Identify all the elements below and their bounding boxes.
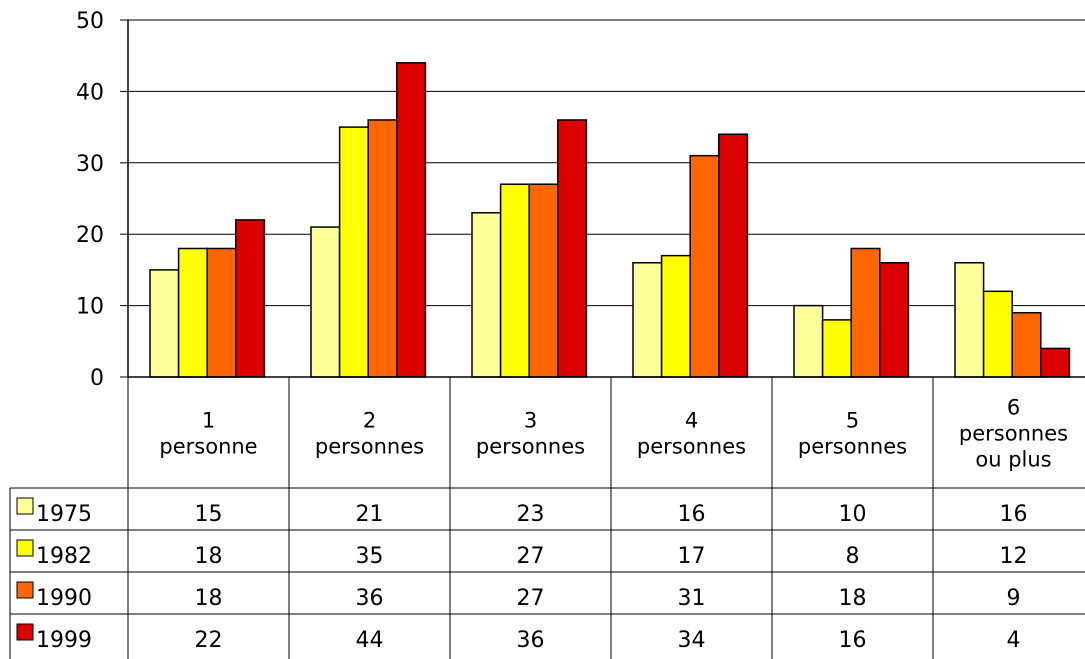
y-tick-label: 0 xyxy=(90,366,104,391)
table-cell-value: 16 xyxy=(839,628,867,653)
table-cell-value: 18 xyxy=(195,586,223,611)
bar-1990-1 xyxy=(206,247,237,378)
bar-1999-3 xyxy=(557,119,588,378)
bar-1975-5 xyxy=(793,304,824,378)
table-cell-value: 31 xyxy=(678,586,706,611)
table-cell-value: 44 xyxy=(356,628,384,653)
table-cell-value: 36 xyxy=(356,586,384,611)
bar-1990-4 xyxy=(689,154,720,378)
table-cell-value: 16 xyxy=(1000,502,1028,527)
legend-key-1990 xyxy=(16,581,34,599)
bar-1990-3 xyxy=(528,183,559,378)
series-label: 1982 xyxy=(36,544,92,569)
y-tick-label: 30 xyxy=(76,152,104,177)
category-label: personnes xyxy=(315,435,424,459)
legend-key-1982 xyxy=(16,539,34,557)
series-label: 1975 xyxy=(36,502,92,527)
bar-1982-1 xyxy=(177,247,208,378)
bar-1999-2 xyxy=(396,62,427,378)
bar-1982-2 xyxy=(338,126,369,378)
bar-1975-4 xyxy=(632,262,663,378)
table-cell-value: 21 xyxy=(356,502,384,527)
category-label: personnes xyxy=(637,435,746,459)
table-cell-value: 27 xyxy=(517,586,545,611)
category-label: 5 xyxy=(846,409,859,433)
table-cell-value: 8 xyxy=(846,544,860,569)
table-cell-value: 12 xyxy=(1000,544,1028,569)
bar-1975-3 xyxy=(471,212,502,378)
bar-1999-1 xyxy=(235,219,266,378)
y-tick-label: 50 xyxy=(76,9,104,34)
legend-key-1999 xyxy=(16,623,34,641)
table-cell-value: 17 xyxy=(678,544,706,569)
table-cell-value: 35 xyxy=(356,544,384,569)
legend-key-1975 xyxy=(16,497,34,515)
table-cell-value: 34 xyxy=(678,628,706,653)
bar-1982-5 xyxy=(821,319,852,378)
bar-1982-4 xyxy=(660,254,691,378)
series-label: 1999 xyxy=(36,628,92,653)
table-cell-value: 27 xyxy=(517,544,545,569)
bar-1990-5 xyxy=(850,247,881,378)
category-label: 4 xyxy=(685,409,698,433)
table-cell-value: 9 xyxy=(1007,586,1021,611)
category-label: 6 xyxy=(1007,396,1020,420)
bar-1990-2 xyxy=(367,119,398,378)
category-label: personnes xyxy=(959,422,1068,446)
table-cell-value: 10 xyxy=(839,502,867,527)
bar-1999-6 xyxy=(1040,347,1071,378)
bar-1982-6 xyxy=(982,290,1013,378)
category-label: 2 xyxy=(363,409,376,433)
bar-1975-6 xyxy=(954,262,985,378)
table-cell-value: 4 xyxy=(1007,628,1021,653)
bar-1975-1 xyxy=(149,269,180,378)
y-tick-label: 20 xyxy=(76,223,104,248)
category-label: 1 xyxy=(202,409,215,433)
category-label: ou plus xyxy=(975,448,1051,472)
bar-1982-3 xyxy=(499,183,530,378)
y-tick-label: 10 xyxy=(76,295,104,320)
bar-1990-6 xyxy=(1011,311,1042,378)
table-cell-value: 36 xyxy=(517,628,545,653)
bar-1999-5 xyxy=(879,262,910,378)
table-cell-value: 22 xyxy=(195,628,223,653)
table-cell-value: 18 xyxy=(195,544,223,569)
y-tick-label: 40 xyxy=(76,80,104,105)
table-cell-value: 16 xyxy=(678,502,706,527)
table-cell-value: 18 xyxy=(839,586,867,611)
category-label: personnes xyxy=(798,435,907,459)
category-label: personnes xyxy=(476,435,585,459)
table-cell-value: 23 xyxy=(517,502,545,527)
bar-1999-4 xyxy=(718,133,749,378)
series-label: 1990 xyxy=(36,586,92,611)
category-label: personne xyxy=(159,435,257,459)
category-label: 3 xyxy=(524,409,537,433)
bar-1975-2 xyxy=(310,226,341,378)
table-cell-value: 15 xyxy=(195,502,223,527)
